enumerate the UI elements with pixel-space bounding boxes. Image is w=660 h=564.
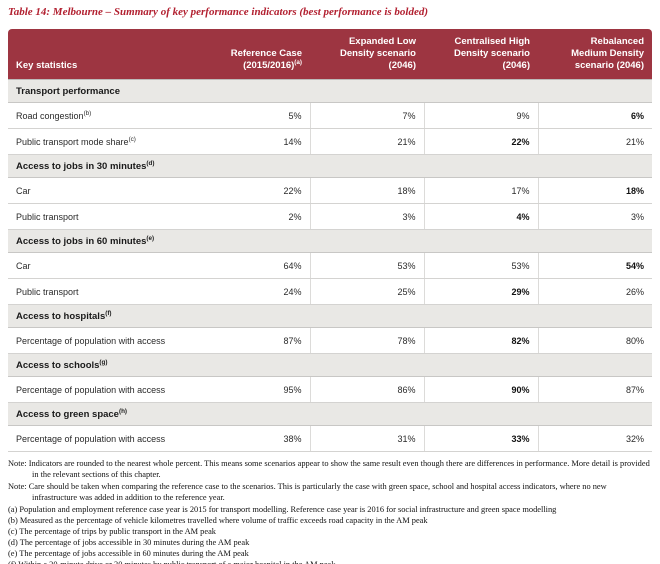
data-row: Road congestion(b) 5% 7% 9% 6% [8, 102, 652, 130]
footnote-marker: (c) [128, 136, 136, 144]
row-label: Car [8, 252, 210, 280]
kpi-table-header: Key statistics Reference Case (2015/2016)… [8, 29, 652, 80]
cell-value-best: 33% [423, 425, 538, 453]
data-row: Percentage of population with access 95% 8… [8, 376, 652, 404]
footnote-marker: (g) [99, 359, 108, 367]
data-row: Car 22% 18% 17% 18% [8, 177, 652, 205]
cell-value: 5% [210, 102, 310, 130]
footnote-marker: (b) [83, 110, 92, 118]
section-row: Access to jobs in 30 minutes(d) [8, 154, 652, 179]
cell-value: 2% [210, 203, 310, 231]
section-header: Access to jobs in 30 minutes(d) [8, 154, 652, 179]
row-label: Public transport [8, 278, 210, 306]
footnote-line: (d) The percentage of jobs accessible in… [8, 537, 250, 547]
cell-value: 38% [210, 425, 310, 453]
cell-value-best: 22% [423, 128, 538, 156]
row-label: Public transport [8, 203, 210, 231]
cell-value: 14% [210, 128, 310, 156]
kpi-table-body: Transport performance Road congestion(b) 5… [8, 79, 652, 453]
cell-value-best: 54% [537, 252, 652, 280]
cell-value: 26% [537, 278, 652, 306]
cell-value: 25% [309, 278, 424, 306]
data-row: Public transport 24% 25% 29% 26% [8, 278, 652, 306]
cell-value: 87% [210, 327, 310, 355]
notes-block: Note: Indicators are rounded to the near… [8, 459, 652, 564]
row-label: Percentage of population with access [8, 425, 210, 453]
footnote-line: (b) Measured as the percentage of vehicl… [8, 516, 428, 526]
cell-value: 87% [537, 376, 652, 404]
cell-value: 7% [309, 102, 424, 130]
cell-value: 53% [309, 252, 424, 280]
row-label: Public transport mode share(c) [8, 128, 210, 156]
cell-value: 78% [309, 327, 424, 355]
footnote-marker: (a) [294, 59, 302, 67]
section-row: Access to jobs in 60 minutes(e) [8, 229, 652, 254]
cell-value-best: 4% [423, 203, 538, 231]
note-line: Note: Care should be taken when comparin… [8, 482, 607, 503]
column-header: Rebalanced Medium Density scenario (2046… [538, 29, 652, 80]
footnote-line: (a) Population and employment reference … [8, 505, 557, 515]
section-row: Access to green space(h) [8, 402, 652, 427]
section-row: Access to hospitals(f) [8, 304, 652, 329]
cell-value: 3% [309, 203, 424, 231]
kpi-table: Key statistics Reference Case (2015/2016)… [8, 29, 652, 453]
cell-value: 24% [210, 278, 310, 306]
cell-value: 9% [423, 102, 538, 130]
footnote-marker: (d) [146, 160, 155, 168]
row-label: Road congestion(b) [8, 102, 210, 130]
column-header: Expanded Low Density scenario (2046) [310, 29, 424, 80]
row-label: Percentage of population with access [8, 376, 210, 404]
footnote-marker: (f) [105, 310, 112, 318]
footnote-line: (c) The percentage of trips by public tr… [8, 527, 216, 536]
footnote-line: (f) Within a 20-minute drive or 30 minut… [8, 560, 652, 564]
cell-value: 22% [210, 177, 310, 205]
section-row: Transport performance [8, 79, 652, 104]
row-label: Percentage of population with access [8, 327, 210, 355]
cell-value-best: 6% [537, 102, 652, 130]
cell-value: 18% [309, 177, 424, 205]
data-row: Public transport mode share(c) 14% 21% 22% 2… [8, 128, 652, 156]
cell-value: 31% [309, 425, 424, 453]
cell-value: 3% [537, 203, 652, 231]
section-header: Access to jobs in 60 minutes(e) [8, 229, 652, 254]
data-row: Car 64% 53% 53% 54% [8, 252, 652, 280]
section-row: Access to schools(g) [8, 353, 652, 378]
column-header: Centralised High Density scenario (2046) [424, 29, 538, 80]
data-row: Percentage of population with access 87% 7… [8, 327, 652, 355]
footnote-marker: (h) [118, 408, 128, 416]
row-label: Car [8, 177, 210, 205]
cell-value: 32% [537, 425, 652, 453]
header-row: Key statistics Reference Case (2015/2016)… [8, 29, 652, 80]
section-header: Access to schools(g) [8, 353, 652, 378]
section-header: Access to hospitals(f) [8, 304, 652, 329]
cell-value-best: 18% [537, 177, 652, 205]
cell-value: 21% [309, 128, 424, 156]
note-line: Note: Indicators are rounded to the near… [8, 459, 650, 480]
cell-value: 17% [423, 177, 538, 205]
cell-value: 21% [537, 128, 652, 156]
cell-value: 53% [423, 252, 538, 280]
section-header: Access to green space(h) [8, 402, 652, 427]
cell-value: 95% [210, 376, 310, 404]
column-header: Reference Case (2015/2016)(a) [210, 29, 310, 80]
cell-value: 64% [210, 252, 310, 280]
cell-value-best: 90% [423, 376, 538, 404]
footnote-line: (e) The percentage of jobs accessible in… [8, 548, 249, 558]
table-title: Table 14: Melbourne – Summary of key per… [8, 6, 429, 18]
column-header: Key statistics [8, 29, 210, 80]
cell-value: 86% [309, 376, 424, 404]
data-row: Percentage of population with access 38% 3… [8, 425, 652, 453]
cell-value-best: 29% [423, 278, 538, 306]
data-row: Public transport 2% 3% 4% 3% [8, 203, 652, 231]
cell-value: 80% [537, 327, 652, 355]
cell-value-best: 82% [423, 327, 538, 355]
footnote-marker: (e) [146, 235, 155, 243]
section-header: Transport performance [8, 79, 652, 104]
